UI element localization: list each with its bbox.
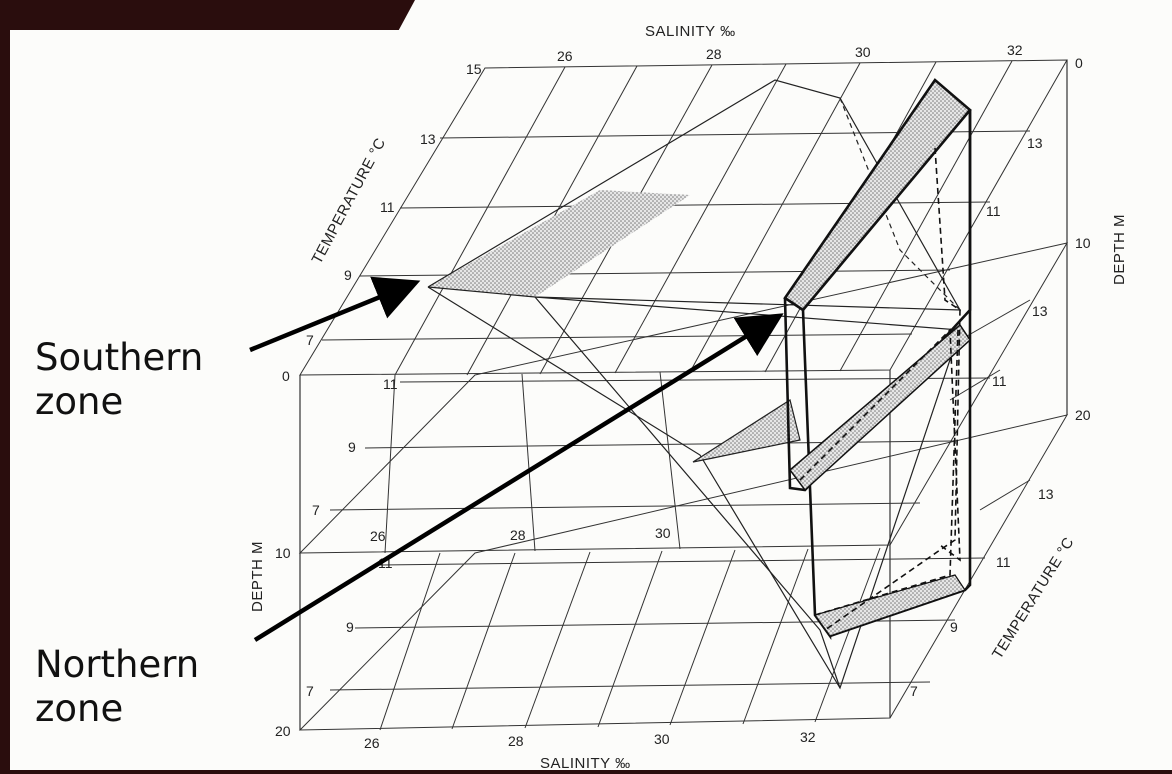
depth-title-right: DEPTH M xyxy=(1111,214,1128,285)
svg-text:28: 28 xyxy=(510,527,526,543)
slide-frame xyxy=(0,0,10,774)
northern-mid-band xyxy=(788,323,971,492)
northern-zone-arrow xyxy=(253,313,784,642)
ts-diagram: SALINITY ‰ 26 28 30 32 15 13 11 9 7 TEMP… xyxy=(249,23,1128,770)
svg-text:7: 7 xyxy=(312,502,320,518)
svg-text:30: 30 xyxy=(655,525,671,541)
svg-text:9: 9 xyxy=(348,439,356,455)
svg-text:11: 11 xyxy=(383,376,398,392)
svg-text:9: 9 xyxy=(346,619,354,635)
svg-text:11: 11 xyxy=(986,203,1001,219)
northern-zone-envelope xyxy=(783,78,972,641)
bottom-salinity-ticks: 26 28 30 32 xyxy=(364,729,816,751)
salinity-title-bottom: SALINITY ‰ xyxy=(540,755,631,770)
southern-zone-label: Southern zone xyxy=(35,336,204,423)
southern-deep-outline xyxy=(427,286,961,690)
southern-surface-outline xyxy=(427,79,962,311)
tick-salinity-28: 28 xyxy=(706,46,722,62)
depth-axes xyxy=(299,60,1068,730)
mid-temp-ticks: 11 9 7 xyxy=(312,376,398,518)
low-temp-ticks: 11 9 7 xyxy=(306,555,393,699)
tick-depth-10-right: 10 xyxy=(1075,235,1091,251)
plane-depth-10 xyxy=(298,242,1069,554)
tick-temp-11: 11 xyxy=(380,199,395,215)
right-temp-ticks-upper: 13 11 xyxy=(986,135,1043,219)
svg-text:11: 11 xyxy=(992,373,1007,389)
svg-text:7: 7 xyxy=(306,683,314,699)
top-temperature-ticks: 15 13 11 9 7 xyxy=(306,61,482,348)
svg-text:13: 13 xyxy=(1038,486,1054,502)
depth-title-left: DEPTH M xyxy=(249,541,266,612)
plane-20-outline xyxy=(298,414,1069,731)
depth-ticks-left: 0 10 20 xyxy=(275,368,291,739)
salinity-title-top: SALINITY ‰ xyxy=(645,23,736,40)
northern-dashed-profiles xyxy=(799,147,961,631)
southern-zone-envelope xyxy=(427,79,962,690)
svg-text:11: 11 xyxy=(996,554,1011,570)
plane-10-outline xyxy=(298,242,1069,554)
tick-depth-20-left: 20 xyxy=(275,723,291,739)
svg-text:9: 9 xyxy=(950,619,958,635)
svg-text:13: 13 xyxy=(1027,135,1043,151)
tick-depth-0-right: 0 xyxy=(1075,55,1083,71)
mid-salinity-ticks: 26 28 30 xyxy=(370,525,671,544)
svg-text:13: 13 xyxy=(1032,303,1048,319)
tick-temp-15: 15 xyxy=(466,61,482,77)
tick-temp-13: 13 xyxy=(420,131,436,147)
svg-text:26: 26 xyxy=(364,735,380,751)
right-temp-ticks-middle: 13 11 xyxy=(992,303,1048,389)
tick-depth-20-right: 20 xyxy=(1075,407,1091,423)
tick-depth-0-left: 0 xyxy=(282,368,290,384)
svg-text:28: 28 xyxy=(508,733,524,749)
plane-depth-20 xyxy=(298,414,1069,731)
southern-surface-shading xyxy=(428,190,690,297)
northern-bottom-band xyxy=(814,574,966,637)
tick-salinity-30: 30 xyxy=(855,44,871,60)
northern-surface-band xyxy=(783,78,972,312)
diagram-canvas: SALINITY ‰ 26 28 30 32 15 13 11 9 7 TEMP… xyxy=(10,0,1172,770)
southern-zone-arrow xyxy=(249,276,421,353)
right-temp-ticks-lower: 13 11 9 7 xyxy=(910,486,1054,699)
svg-text:32: 32 xyxy=(800,729,816,745)
southern-mid-shading xyxy=(692,399,801,463)
tick-depth-10-left: 10 xyxy=(275,545,291,561)
svg-text:26: 26 xyxy=(370,528,386,544)
svg-text:30: 30 xyxy=(654,731,670,747)
depth-ticks-right: 0 10 20 xyxy=(1075,55,1091,423)
tick-salinity-32: 32 xyxy=(1007,42,1023,58)
tick-salinity-26: 26 xyxy=(557,48,573,64)
tick-temp-7: 7 xyxy=(306,332,314,348)
tick-temp-9: 9 xyxy=(344,267,352,283)
svg-text:7: 7 xyxy=(910,683,918,699)
northern-zone-label: Northern zone xyxy=(35,643,200,730)
top-salinity-ticks: 26 28 30 32 xyxy=(557,42,1023,64)
